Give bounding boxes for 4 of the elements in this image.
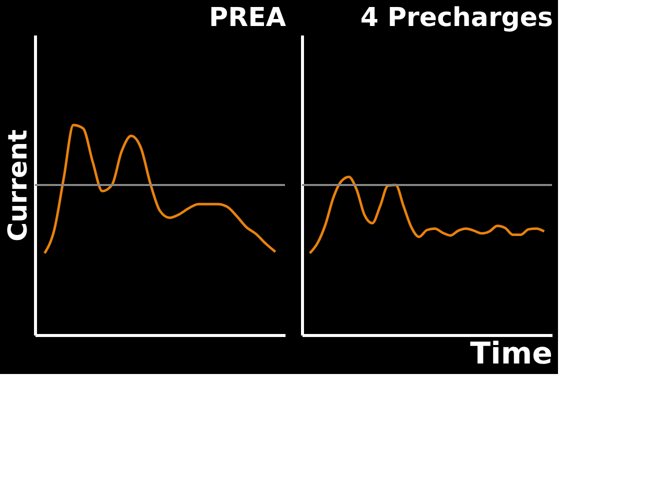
x-axis-title: Time bbox=[470, 336, 552, 372]
chart-title: 4 Precharges bbox=[360, 3, 553, 33]
chart-title: PREA bbox=[209, 3, 286, 33]
y-axis-title: Current bbox=[4, 130, 34, 242]
